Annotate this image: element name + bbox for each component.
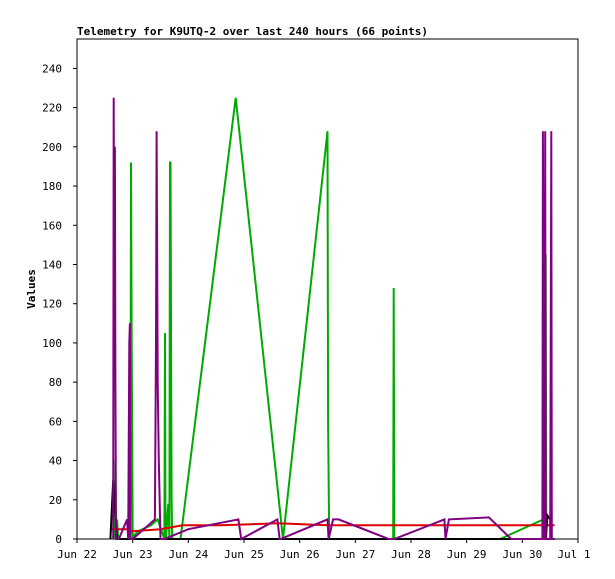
x-tick-label: Jun 25 [224,548,264,561]
x-tick-label: Jun 28 [391,548,431,561]
x-tick-label: Jun 30 [502,548,542,561]
x-tick-label: Jun 26 [280,548,320,561]
y-tick-label: 60 [49,415,62,428]
x-tick-label: Jun 23 [113,548,153,561]
y-tick-label: 140 [42,258,62,271]
x-tick-label: Jun 24 [168,548,208,561]
y-tick-label: 40 [49,455,62,468]
y-tick-label: 100 [42,337,62,350]
x-axis: Jun 22 Jun 23 Jun 24 Jun 25 Jun 26 Jun 27 Jun … [57,539,591,561]
y-tick-label: 240 [42,62,62,75]
y-tick-label: 80 [49,376,62,389]
y-tick-label: 120 [42,298,62,311]
chart-title: Telemetry for K9UTQ-2 over last 240 hour… [77,25,428,38]
y-tick-label: 20 [49,494,62,507]
y-axis-title: Values [25,269,38,309]
x-tick-label: Jul 1 [557,548,590,561]
y-tick-label: 0 [55,533,62,546]
y-tick-label: 200 [42,141,62,154]
y-axis: 0 20 40 60 80 100 120 140 160 180 200 220 240 [42,62,77,546]
y-tick-label: 220 [42,102,62,115]
series-layer [109,97,555,541]
series-line-4 [112,97,555,541]
x-tick-label: Jun 29 [447,548,487,561]
y-tick-label: 160 [42,219,62,232]
x-tick-label: Jun 27 [335,548,375,561]
x-tick-label: Jun 22 [57,548,97,561]
y-tick-label: 180 [42,180,62,193]
